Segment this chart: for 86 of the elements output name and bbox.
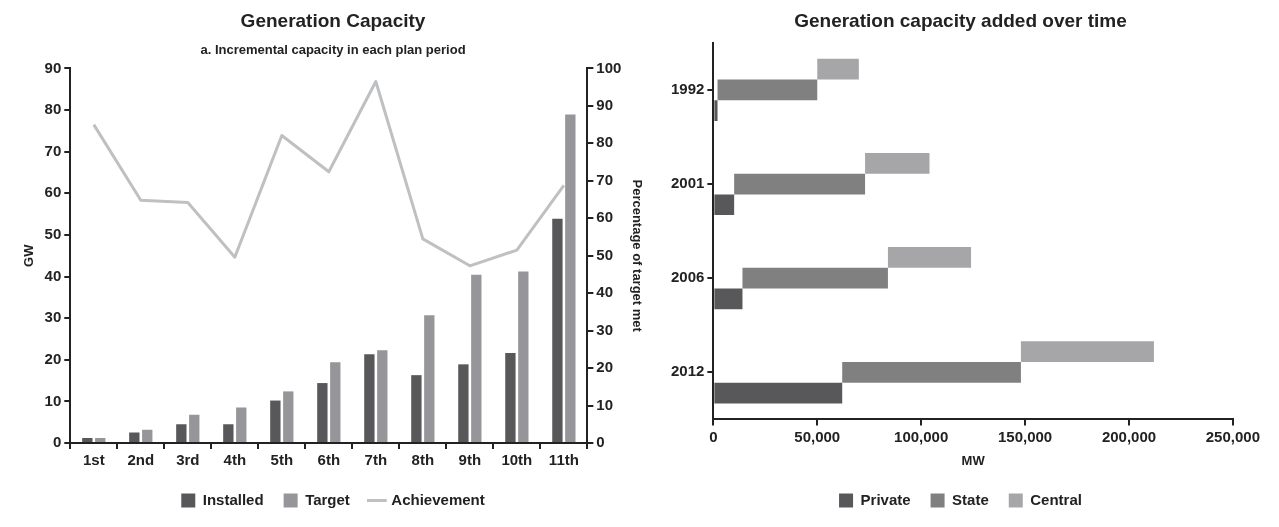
bar [734,173,866,195]
bar [223,424,234,442]
y2-axis-title: Percentage of target met [629,179,645,333]
bar [865,152,930,174]
y2-tick-label: 70 [596,170,614,188]
chart-title: Generation Capacity [240,9,426,31]
legend-label: Achievement [391,490,485,508]
x-tick-label: 2nd [127,451,155,469]
y-tick-label: 1992 [670,80,705,98]
bar [817,58,859,80]
x-tick-label: 9th [458,451,482,469]
y2-tick-label: 90 [596,96,614,113]
bar [887,247,972,268]
bar [714,288,743,310]
x-tick-label: 0 [709,427,718,445]
bar [424,315,435,442]
bar [95,438,106,442]
x-tick-label: 50,000 [794,427,841,445]
bar [742,267,888,289]
bar [471,274,482,442]
x-tick-label: 5th [270,451,294,469]
y-tick-label: 50 [44,225,62,243]
x-tick-label: 3rd [176,451,200,469]
y2-tick-label: 10 [596,395,614,413]
x-tick-label: 200,000 [1101,427,1157,445]
y2-tick-label: 30 [596,320,614,338]
x-tick-label: 100,000 [894,427,949,445]
y2-tick-label: 50 [596,245,614,263]
bar [236,407,247,442]
y2-tick-label: 60 [596,208,614,226]
chart-title: Generation capacity added over time [794,9,1127,31]
y-tick-label: 30 [44,308,62,326]
x-tick-label: 6th [317,451,341,469]
y-tick-label: 20 [44,349,62,367]
x-tick-label: 11th [548,451,579,469]
bar [842,361,1021,383]
y2-tick-label: 100 [596,58,622,76]
bar [717,79,818,101]
legend-label: Installed [202,490,264,508]
bar [411,375,422,442]
bar [377,350,388,442]
bar [142,429,153,442]
bar [82,438,93,442]
y-tick-label: 90 [44,58,62,76]
y-tick-label: 60 [44,183,62,201]
y-tick-label: 10 [44,391,62,409]
y2-tick-label: 80 [596,133,614,151]
y2-tick-label: 20 [596,358,614,376]
bar [330,362,341,442]
bar [283,391,294,442]
bar [714,194,735,216]
x-tick-label: 10th [501,451,533,469]
x-tick-label: 150,000 [997,427,1053,445]
y2-tick-label: 40 [596,283,614,301]
x-tick-label: 7th [364,451,388,469]
x-tick-label: 250,000 [1205,427,1261,445]
y-tick-label: 2001 [670,174,705,192]
y-tick-label: 2012 [670,362,705,380]
y-tick-label: 70 [44,141,62,159]
x-tick-label: 8th [411,451,435,469]
x-axis-title: MW [961,452,986,468]
bar [364,354,375,442]
bar [458,364,469,442]
bar [714,100,718,121]
y-tick-label: 2006 [670,268,705,286]
bar [714,382,843,404]
legend-label: Target [305,490,350,508]
bar [176,424,187,442]
y-tick-label: 40 [44,266,62,284]
bar [1020,341,1154,362]
chart-subtitle: a. Incremental capacity in each plan period [200,42,466,58]
bar [317,383,328,442]
bar [270,400,281,442]
bar [505,353,516,442]
x-tick-label: 4th [223,451,247,469]
bar [552,218,563,442]
bar [129,432,140,442]
y-tick-label: 80 [44,100,62,118]
legend-label: State [952,490,989,508]
legend-label: Central [1030,490,1082,508]
y-axis-title: GW [21,243,37,267]
bar [518,271,529,442]
x-tick-label: 1st [82,451,105,469]
bar [565,114,576,442]
bar [189,414,200,442]
legend-label: Private [860,490,911,508]
